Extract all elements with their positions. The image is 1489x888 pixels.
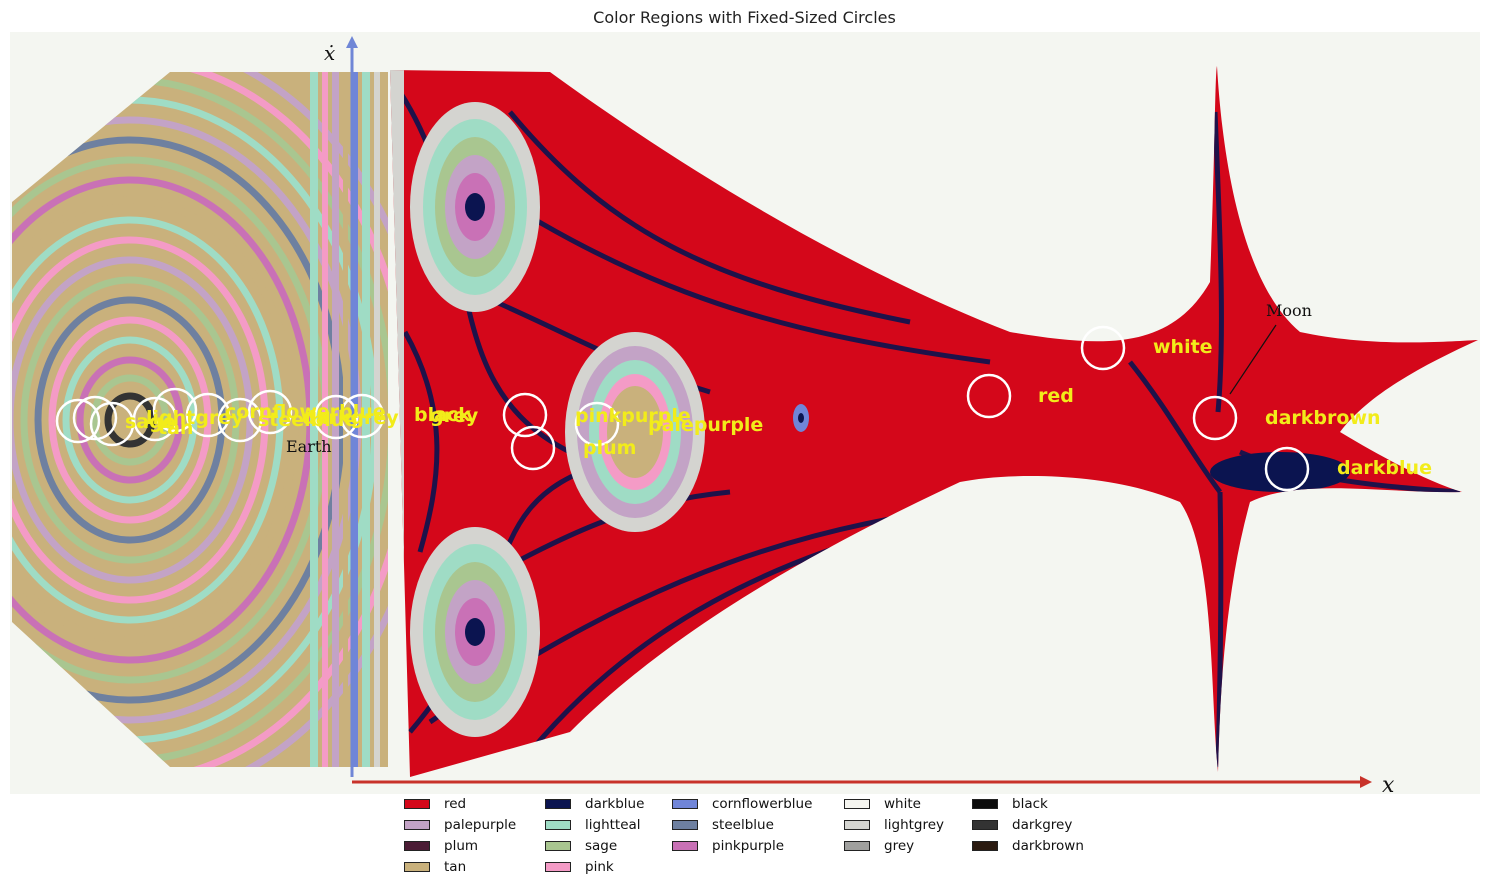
legend-entry-steelblue: steelblue — [672, 816, 774, 834]
legend-label: darkbrown — [1012, 838, 1084, 854]
circle-label: black — [414, 404, 471, 426]
legend-label: pinkpurple — [712, 838, 784, 854]
legend-label: sage — [585, 838, 618, 854]
legend-entry-lightteal: lightteal — [545, 816, 641, 834]
marker-circle — [217, 397, 263, 443]
legend-swatch — [844, 799, 870, 809]
y-axis-arrowhead — [346, 36, 358, 48]
legend: red palepurple plum tan darkblue lightteal sag… — [400, 794, 1120, 884]
figure-title: Color Regions with Fixed-Sized Circles — [593, 8, 896, 27]
legend-label: grey — [884, 838, 915, 854]
legend-swatch — [672, 799, 698, 809]
legend-label: pink — [585, 859, 614, 875]
marker-circle — [574, 401, 620, 447]
legend-entry-pinkpurple: pinkpurple — [672, 837, 784, 855]
legend-swatch — [844, 820, 870, 830]
legend-entry-darkbrown: darkbrown — [972, 837, 1084, 855]
circle-label: lightgrey — [146, 407, 244, 429]
x-axis-arrowhead — [1360, 776, 1372, 788]
circle-label: plum — [583, 437, 636, 459]
circle-label: grey — [430, 405, 479, 427]
legend-entry-white: white — [844, 795, 921, 813]
marker-circle — [72, 395, 118, 441]
moon-label: Moon — [1266, 301, 1312, 320]
legend-entry-darkblue: darkblue — [545, 795, 644, 813]
legend-swatch — [672, 820, 698, 830]
legend-label: steelblue — [712, 817, 774, 833]
phase-space-plot: x ẋ Earth Moon sage tan l — [12, 36, 1478, 794]
lower-island — [410, 527, 540, 737]
legend-entry-plum: plum — [404, 837, 478, 855]
marker-circle — [339, 393, 385, 439]
circle-label: darkblue — [1337, 457, 1432, 479]
legend-swatch — [404, 841, 430, 851]
legend-swatch — [844, 841, 870, 851]
marker-circle — [1264, 446, 1310, 492]
left-contour-region — [12, 72, 388, 767]
marker-circles — [55, 325, 1310, 492]
circle-label: sage — [125, 411, 176, 433]
legend-entry-lightgrey: lightgrey — [844, 816, 944, 834]
legend-swatch — [672, 841, 698, 851]
circle-label: red — [1038, 385, 1074, 407]
circle-label: darkgrey — [302, 407, 399, 429]
marker-circle — [55, 398, 101, 444]
legend-entry-red: red — [404, 795, 466, 813]
marker-circle — [152, 387, 198, 433]
legend-label: tan — [444, 859, 467, 875]
legend-swatch — [545, 862, 571, 872]
legend-label: cornflowerblue — [712, 796, 813, 812]
legend-label: lightgrey — [884, 817, 945, 833]
circle-label: palepurple — [648, 414, 763, 436]
upper-island — [410, 102, 540, 312]
marker-circle — [247, 389, 293, 435]
legend-label: white — [884, 796, 921, 812]
circle-label: white — [1153, 336, 1213, 358]
marker-circle — [132, 396, 178, 442]
legend-label: darkblue — [585, 796, 645, 812]
marker-circle — [502, 392, 548, 438]
legend-entry-black: black — [972, 795, 1048, 813]
marker-circle — [89, 401, 135, 447]
legend-label: darkgrey — [1012, 817, 1073, 833]
legend-swatch — [972, 799, 998, 809]
legend-entry-sage: sage — [545, 837, 617, 855]
legend-swatch — [972, 841, 998, 851]
marker-circle — [966, 373, 1012, 419]
marker-circle — [185, 392, 231, 438]
legend-label: palepurple — [444, 817, 517, 833]
marker-circle — [510, 425, 556, 471]
legend-label: red — [444, 796, 467, 812]
legend-swatch — [972, 820, 998, 830]
phase-space-image: x ẋ Earth Moon sage tan l — [10, 32, 1480, 794]
legend-entry-pink: pink — [545, 858, 614, 876]
legend-label: black — [1012, 796, 1048, 812]
circle-label: cornflowerblue — [225, 401, 386, 423]
legend-swatch — [404, 862, 430, 872]
y-axis-label: ẋ — [324, 41, 335, 65]
legend-label: lightteal — [585, 817, 641, 833]
circle-label: darkbrown — [1265, 407, 1381, 429]
legend-entry-grey: grey — [844, 837, 914, 855]
marker-circle — [313, 394, 359, 440]
legend-entry-cornflowerblue: cornflowerblue — [672, 795, 812, 813]
legend-swatch — [545, 799, 571, 809]
circle-label: steelblue — [258, 409, 357, 431]
circle-label: tan — [158, 417, 193, 439]
legend-swatch — [545, 820, 571, 830]
legend-swatch — [545, 841, 571, 851]
marker-circle — [1080, 325, 1126, 371]
legend-entry-palepurple: palepurple — [404, 816, 516, 834]
legend-swatch — [404, 799, 430, 809]
earth-label: Earth — [286, 437, 332, 456]
legend-label: plum — [444, 838, 479, 854]
x-axis-label: x — [1382, 773, 1395, 794]
marker-circle — [1192, 395, 1238, 441]
legend-entry-darkgrey: darkgrey — [972, 816, 1072, 834]
circle-label: pinkpurple — [575, 405, 691, 427]
moon-pointer-line — [1229, 324, 1277, 395]
legend-swatch — [404, 820, 430, 830]
legend-entry-tan: tan — [404, 858, 466, 876]
central-island — [565, 332, 705, 532]
